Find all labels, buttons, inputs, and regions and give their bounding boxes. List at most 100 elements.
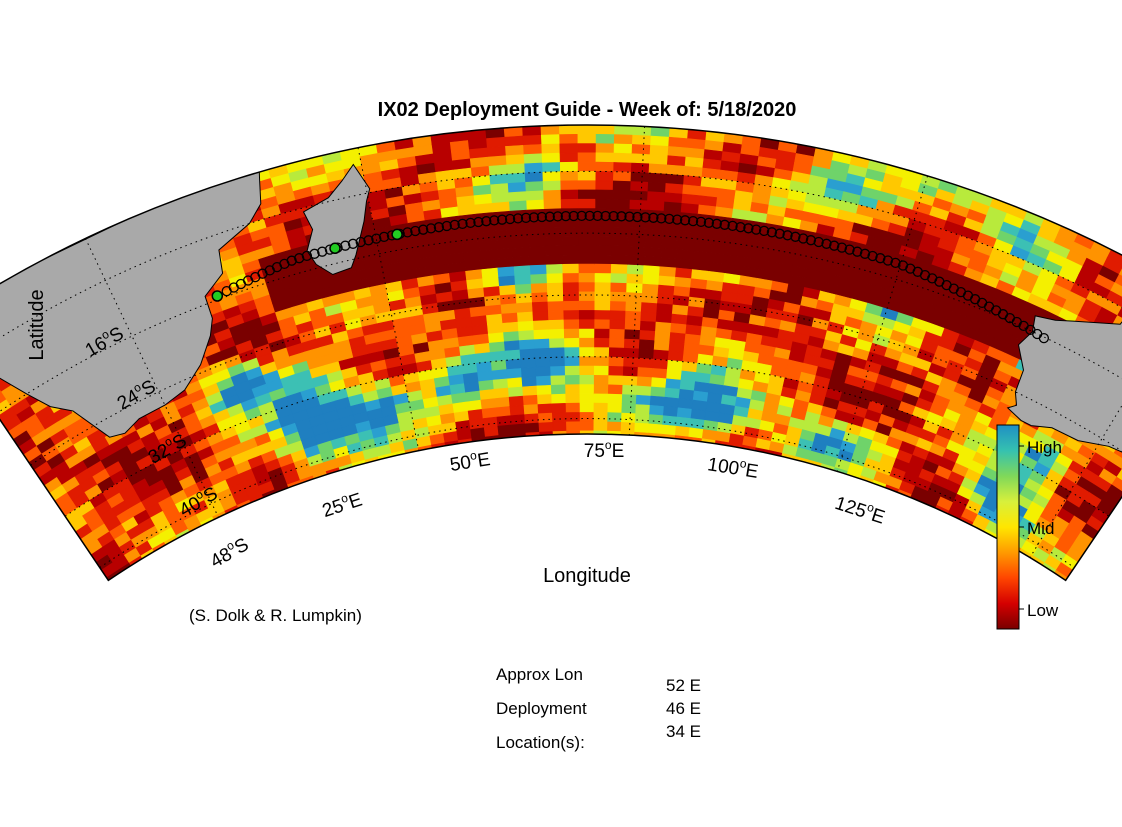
track-marker [600, 210, 611, 222]
track-marker [632, 211, 643, 223]
lon-tick-label: 50oE [448, 446, 492, 476]
track-marker [852, 246, 863, 257]
lon-tick-label: 25oE [319, 487, 365, 522]
track-marker [656, 213, 667, 224]
track-marker [867, 250, 878, 262]
track-marker [813, 236, 824, 248]
track-marker [347, 238, 359, 249]
track-marker [355, 236, 366, 248]
track-marker [363, 235, 374, 246]
track-marker [1038, 332, 1050, 344]
track-marker [882, 255, 894, 266]
deployment-lon-value: 34 E [666, 722, 701, 741]
track-marker [640, 212, 651, 223]
track-marker [449, 219, 460, 231]
map-frame [0, 124, 1122, 582]
madagascar-landmass [302, 163, 371, 276]
track-marker [859, 248, 871, 259]
track-marker [457, 218, 468, 230]
credit-text: (S. Dolk & R. Lumpkin) [189, 606, 362, 625]
track-marker [672, 214, 683, 225]
colorbar-label-low: Low [1027, 601, 1059, 620]
track-marker [782, 230, 793, 241]
track-marker [418, 224, 429, 235]
track-marker [695, 216, 707, 228]
colorbar [996, 424, 1020, 630]
colorbar-label-mid: Mid [1027, 519, 1054, 538]
deployment-label-line1: Approx Lon [496, 665, 583, 684]
map-title: IX02 Deployment Guide - Week of: 5/18/20… [378, 99, 797, 121]
graticule [0, 126, 1122, 568]
track-marker [890, 257, 901, 269]
track-marker [719, 219, 730, 230]
track-marker [481, 216, 492, 227]
track-marker [465, 217, 476, 229]
australia-landmass [1006, 275, 1122, 495]
deployment-lon-value: 52 E [666, 676, 701, 695]
track-marker [568, 210, 579, 222]
africa-landmass [0, 155, 262, 438]
track-marker [664, 213, 675, 225]
track-marker [371, 233, 382, 244]
deployment-marker [329, 242, 341, 255]
track-marker [441, 220, 452, 232]
x-axis-label: Longitude [543, 565, 631, 587]
landmasses [0, 155, 1122, 495]
track-marker [520, 212, 532, 224]
track-marker [340, 240, 351, 251]
track-marker [425, 223, 437, 234]
track-marker [751, 224, 762, 235]
track-marker [844, 244, 855, 255]
track-marker [552, 211, 563, 222]
lat-tick-label: 48oS [205, 532, 252, 573]
deployment-marker [211, 290, 224, 302]
track-marker [727, 220, 738, 232]
track-marker [711, 218, 722, 229]
track-marker [433, 222, 445, 233]
track-marker [512, 213, 524, 224]
lon-tick-label: 100oE [706, 451, 760, 483]
track-marker [679, 215, 691, 226]
map-area [0, 124, 1122, 581]
deployment-info: Approx Lon Deployment Location(s): 52 E … [496, 665, 701, 752]
track-marker [410, 225, 421, 237]
track-marker [301, 250, 313, 262]
track-marker [805, 235, 817, 246]
track-marker [875, 253, 886, 264]
y-axis-label: Latitude [26, 289, 48, 360]
track-marker [687, 215, 699, 227]
deployment-marker [391, 228, 403, 241]
track-marker [821, 238, 832, 249]
lon-tick-label: 75oE [584, 438, 625, 462]
track-marker [592, 210, 603, 222]
track-marker [829, 240, 840, 251]
track-marker [798, 233, 809, 244]
track-marker [528, 212, 540, 223]
track-marker [402, 227, 413, 238]
track-marker [774, 228, 785, 239]
track-marker [504, 213, 516, 225]
track-marker [309, 248, 320, 259]
track-marker [766, 227, 778, 238]
track-marker [317, 246, 328, 257]
track-marker [616, 211, 627, 222]
track-marker [473, 216, 484, 228]
track-marker [584, 210, 595, 222]
track-marker [294, 253, 305, 264]
track-marker [703, 217, 715, 228]
track-marker [735, 221, 746, 233]
lon-tick-label: 125oE [832, 490, 888, 529]
track-marker [758, 225, 770, 237]
track-marker [489, 215, 500, 226]
deployment-label-line3: Location(s): [496, 733, 585, 752]
deployment-lon-value: 46 E [666, 699, 701, 718]
track-marker [496, 214, 508, 225]
track-marker [608, 210, 619, 222]
track-marker [624, 211, 635, 222]
track-marker [743, 223, 754, 234]
track-marker [836, 242, 848, 253]
track-marker [536, 211, 548, 223]
track-marker [544, 211, 555, 222]
track-marker [790, 231, 801, 242]
deployment-label-line2: Deployment [496, 699, 587, 718]
